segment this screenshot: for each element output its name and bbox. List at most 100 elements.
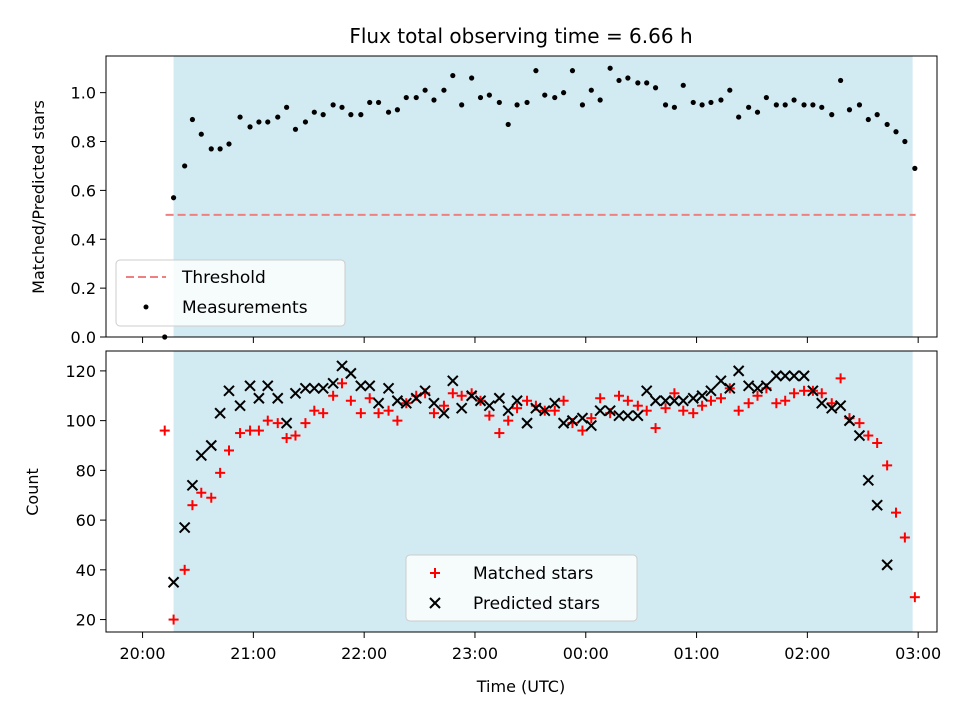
- predicted-point: [742, 380, 755, 392]
- matched-point: [272, 418, 283, 429]
- y-tick-label: 0.8: [71, 133, 96, 152]
- legend-measurements-swatch: [143, 304, 149, 310]
- predicted-point: [788, 370, 800, 382]
- measurement-point: [569, 68, 576, 74]
- predicted-point: [677, 395, 689, 407]
- predicted-point: [816, 397, 828, 409]
- predicted-point: [649, 395, 662, 407]
- predicted-point: [455, 402, 468, 414]
- matched-point: [586, 413, 597, 424]
- matched-point: [816, 388, 827, 399]
- measurement-point: [441, 87, 447, 93]
- predicted-point: [214, 407, 226, 419]
- matched-point: [223, 445, 234, 456]
- measurement-point: [561, 90, 567, 96]
- matched-point: [799, 385, 810, 396]
- y-tick-label: 0.6: [71, 181, 96, 200]
- matched-point: [558, 395, 569, 406]
- matched-point: [206, 492, 217, 503]
- measurement-point: [644, 80, 650, 86]
- measurement-point: [358, 112, 364, 118]
- matched-point: [494, 428, 505, 439]
- measurement-point: [292, 126, 299, 132]
- predicted-point: [438, 407, 450, 419]
- predicted-point: [299, 382, 312, 395]
- measurement-point: [339, 104, 345, 110]
- measurement-point: [782, 102, 788, 108]
- matched-point: [503, 415, 514, 426]
- matched-point: [733, 405, 744, 416]
- ratio-axes-frame: [105, 55, 938, 338]
- legend-predicted-label: Predicted stars: [473, 594, 600, 614]
- measurement-point: [912, 165, 918, 171]
- measurement-point: [884, 121, 890, 128]
- legend-predicted-swatch: [429, 597, 441, 609]
- measurement-point: [588, 87, 594, 93]
- measurement-points: [162, 65, 918, 340]
- predicted-point: [594, 404, 606, 417]
- matched-point: [549, 405, 560, 416]
- matched-point: [577, 425, 588, 436]
- matched-point: [835, 373, 846, 384]
- measurement-point: [198, 131, 204, 137]
- predicted-point: [167, 576, 180, 588]
- predicted-point: [262, 380, 274, 392]
- measurement-point: [413, 94, 419, 101]
- predicted-point: [317, 382, 329, 395]
- matched-point: [253, 425, 264, 436]
- predicted-point: [659, 395, 672, 407]
- predicted-point: [566, 414, 579, 427]
- matched-point: [752, 390, 763, 401]
- matched-point: [355, 408, 366, 419]
- measurement-point: [874, 112, 880, 118]
- predicted-point: [668, 395, 681, 407]
- legend-measurements-label: Measurements: [182, 298, 308, 318]
- predicted-point: [253, 392, 265, 404]
- measurement-point: [893, 129, 899, 135]
- measurement-point: [477, 94, 484, 101]
- predicted-point: [400, 397, 412, 409]
- time-x-label: Time (UTC): [476, 677, 565, 696]
- measurement-point: [819, 104, 825, 110]
- predicted-point: [447, 375, 459, 387]
- predicted-point: [186, 479, 199, 491]
- measurement-point: [865, 116, 871, 123]
- matched-point: [235, 428, 246, 439]
- measurement-point: [754, 109, 761, 115]
- count-panel: 20 40 60 80 100 120 20:00 21:00 22:00 23:00 00:00…: [23, 350, 941, 696]
- predicted-point: [751, 382, 764, 395]
- x-tick-label: 00:00: [563, 644, 609, 663]
- predicted-point: [798, 370, 810, 382]
- predicted-point: [632, 409, 644, 422]
- measurement-point: [265, 119, 271, 125]
- measurement-point: [625, 75, 631, 81]
- x-tick-label: 20:00: [120, 644, 166, 663]
- ratio-y-axis: 0.0 0.2 0.4 0.6 0.8 1.0: [71, 84, 106, 347]
- y-tick-label: 120: [65, 362, 96, 381]
- measurement-point: [422, 87, 428, 93]
- measurement-point: [524, 99, 530, 106]
- matched-point: [891, 507, 902, 518]
- measurement-point: [450, 72, 456, 79]
- measurement-point: [469, 75, 475, 81]
- matched-point: [715, 393, 726, 404]
- measurement-point: [226, 141, 232, 147]
- measurement-point: [256, 119, 262, 125]
- measurement-point: [375, 99, 382, 106]
- matched-point: [826, 398, 837, 409]
- predicted-point: [280, 417, 293, 429]
- predicted-point: [355, 380, 367, 392]
- matched-point: [522, 395, 533, 406]
- matched-point: [650, 423, 661, 434]
- matched-point: [614, 390, 625, 401]
- predicted-point: [195, 449, 207, 462]
- measurement-point: [514, 102, 520, 108]
- predicted-point: [705, 385, 717, 397]
- measurement-point: [330, 102, 336, 108]
- measurement-point: [671, 104, 678, 110]
- x-tick-label: 03:00: [895, 644, 941, 663]
- matched-point: [669, 388, 680, 399]
- matched-point: [168, 614, 179, 625]
- matched-point: [641, 405, 652, 416]
